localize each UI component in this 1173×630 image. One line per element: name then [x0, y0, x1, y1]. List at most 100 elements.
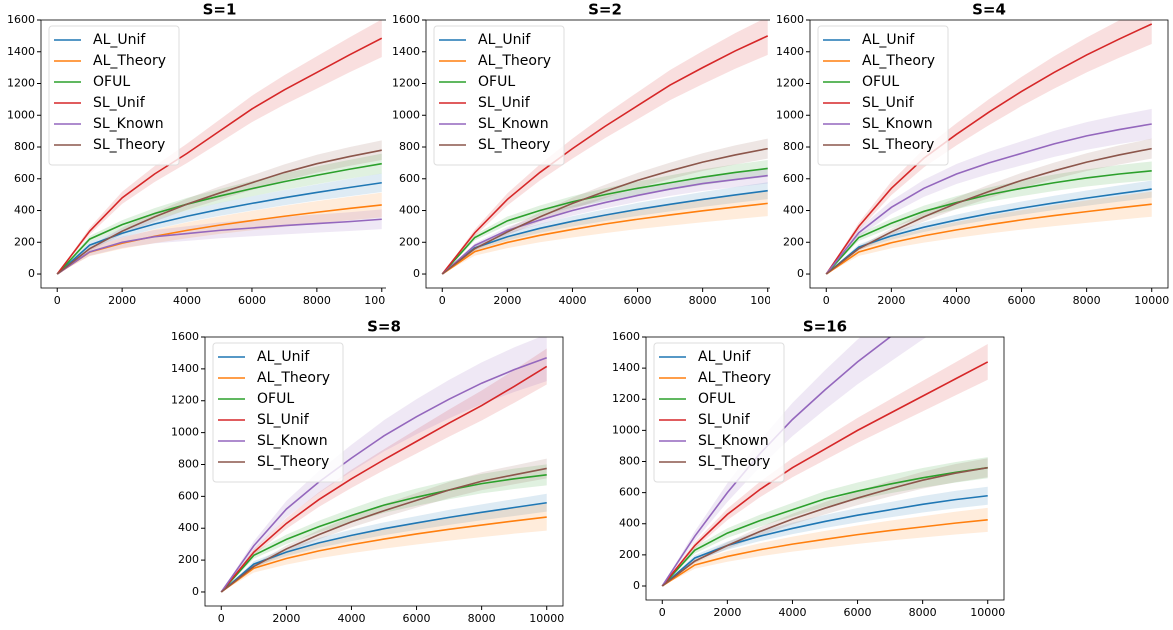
- line: [56, 218, 382, 275]
- legend-frame: [433, 25, 565, 166]
- legend-label: OFUL: [862, 74, 899, 90]
- line: [220, 516, 547, 593]
- plot-area: [661, 337, 989, 587]
- line: [661, 519, 988, 587]
- x-tick-label: 10000: [1134, 294, 1169, 307]
- line: [56, 149, 382, 275]
- line: [661, 494, 988, 587]
- legend-label: AL_Theory: [698, 370, 771, 386]
- x-tick-label: 8000: [909, 606, 937, 619]
- legend-label: AL_Theory: [257, 370, 330, 386]
- y-tick-label: 600: [783, 172, 804, 185]
- x-tick-label: 6000: [1008, 294, 1036, 307]
- plot-area: [441, 20, 769, 275]
- band: [221, 503, 547, 592]
- subplot: 0 200 400 600 800 1000 1200 1400 1600 0 2000 4000 60…: [606, 317, 1014, 622]
- band: [662, 507, 988, 586]
- x-tick-label: 6000: [844, 606, 872, 619]
- y-tick-label: 200: [619, 548, 640, 561]
- subplot-title: S=1: [203, 1, 237, 19]
- line: [220, 501, 547, 593]
- y-tick-label: 0: [413, 267, 420, 280]
- band: [826, 161, 1152, 275]
- y-tick-label: 400: [178, 521, 199, 534]
- legend-label: SL_Theory: [93, 137, 165, 153]
- band: [826, 138, 1152, 275]
- legend-label: AL_Theory: [478, 53, 551, 69]
- line: [220, 467, 547, 593]
- legend-label: SL_Known: [862, 116, 933, 132]
- legend-label: SL_Theory: [698, 454, 770, 470]
- plot-area: [56, 20, 383, 275]
- y-tick-label: 1000: [7, 108, 35, 121]
- y-tick-label: 1000: [776, 108, 804, 121]
- legend-label: SL_Known: [257, 433, 328, 449]
- x-tick-label: 10000: [529, 612, 564, 625]
- y-tick-label: 1200: [171, 394, 199, 407]
- band: [57, 140, 382, 275]
- x-tick-label: 6000: [403, 612, 431, 625]
- legend-frame: [653, 342, 785, 483]
- line: [441, 35, 769, 275]
- y-tick-label: 1400: [171, 362, 199, 375]
- x-tick-label: 6000: [238, 294, 266, 307]
- band: [221, 493, 547, 592]
- x-tick-label: 10000: [970, 606, 1005, 619]
- line: [441, 202, 768, 275]
- x-tick-label: 4000: [942, 294, 970, 307]
- y-tick-label: 1200: [612, 392, 640, 405]
- y-tick-label: 200: [14, 235, 35, 248]
- band: [662, 457, 988, 586]
- band: [57, 153, 382, 275]
- line: [661, 361, 989, 587]
- y-tick-label: 1600: [612, 330, 640, 343]
- line: [825, 123, 1152, 275]
- axes-frame: [204, 336, 564, 607]
- y-tick-label: 1400: [776, 45, 804, 58]
- y-tick-label: 200: [178, 553, 199, 566]
- band: [662, 486, 988, 586]
- x-tick-label: 8000: [303, 294, 331, 307]
- band: [221, 464, 547, 592]
- subplot: 0 200 400 600 800 1000 1200 1400 1600 0 2000 4000 60…: [160, 317, 568, 628]
- band: [442, 190, 768, 275]
- y-tick-label: 600: [178, 489, 199, 502]
- x-tick-label: 0: [54, 294, 61, 307]
- legend-label: AL_Unif: [93, 32, 146, 48]
- legend-label: SL_Unif: [698, 412, 751, 428]
- legend-label: SL_Known: [93, 116, 164, 132]
- x-tick-label: 8000: [1073, 294, 1101, 307]
- legend-label: AL_Unif: [478, 32, 531, 48]
- x-tick-label: 8000: [689, 294, 717, 307]
- line: [441, 147, 768, 275]
- legend-label: AL_Theory: [93, 53, 166, 69]
- line: [661, 466, 988, 587]
- legend-label: SL_Known: [478, 116, 549, 132]
- y-tick-label: 0: [633, 579, 640, 592]
- band: [442, 167, 768, 275]
- band: [826, 108, 1152, 275]
- x-tick-label: 8000: [468, 612, 496, 625]
- line: [825, 147, 1152, 275]
- line: [825, 170, 1152, 275]
- y-tick-label: 1200: [776, 77, 804, 90]
- y-tick-label: 800: [619, 454, 640, 467]
- y-tick-label: 1400: [612, 361, 640, 374]
- legend-label: OFUL: [478, 74, 515, 90]
- subplot-title: S=4: [972, 1, 1006, 19]
- legend-label: SL_Unif: [93, 95, 146, 111]
- x-tick-label: 0: [218, 612, 225, 625]
- line: [56, 162, 382, 275]
- y-tick-label: 400: [783, 204, 804, 217]
- legend-label: AL_Unif: [257, 349, 310, 365]
- subplot-title: S=2: [588, 1, 622, 19]
- subplot: 0 200 400 600 800 1000 1200 1400 1600 0 2000 4000 60…: [0, 0, 403, 310]
- y-tick-label: 200: [399, 235, 420, 248]
- legend-label: OFUL: [698, 391, 735, 407]
- band: [826, 191, 1152, 275]
- subplot: 0 200 400 600 800 1000 1200 1400 1600 0 2000 4000 60…: [386, 0, 794, 310]
- line: [220, 365, 548, 593]
- line: [825, 23, 1153, 275]
- band: [221, 348, 547, 592]
